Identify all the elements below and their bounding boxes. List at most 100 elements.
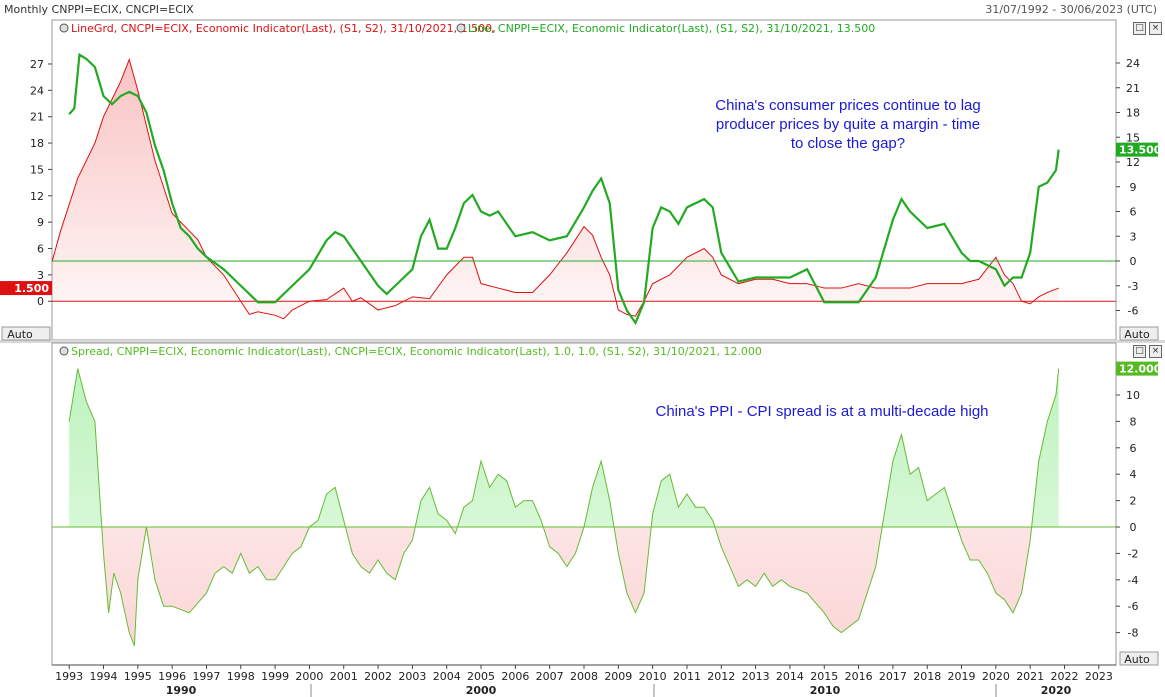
- legend-ppi: Line, CNPPI=ECIX, Economic Indicator(Las…: [468, 22, 875, 35]
- x-tick-label: 2016: [845, 670, 873, 683]
- x-tick-label: 2018: [913, 670, 941, 683]
- spread-tick-label: 2: [1130, 495, 1137, 508]
- decade-label: 2010: [810, 684, 841, 697]
- right-tick-label: 12: [1126, 156, 1140, 169]
- spread-tick-label: 4: [1130, 468, 1137, 481]
- decade-label: 2000: [466, 684, 497, 697]
- left-tick-label: 27: [30, 58, 44, 71]
- auto-bottom-box: [1119, 651, 1159, 666]
- minimize-bottom-button[interactable]: □: [1133, 345, 1146, 358]
- x-tick-label: 2004: [433, 670, 461, 683]
- ppi-line: [68, 52, 1060, 326]
- x-tick-label: 2013: [742, 670, 770, 683]
- legend-cpi-icon: [59, 23, 69, 33]
- x-tick-label: 1994: [89, 670, 117, 683]
- auto-top-right-label: Auto: [1124, 328, 1150, 341]
- x-tick-label: 1999: [261, 670, 289, 683]
- right-tick-label: 21: [1126, 82, 1140, 95]
- x-tick-label: 2015: [810, 670, 838, 683]
- date-range: 31/07/1992 - 30/06/2023 (UTC): [985, 3, 1157, 16]
- left-tick-label: 12: [30, 190, 44, 203]
- left-tick-label: 3: [37, 269, 44, 282]
- x-tick-label: 2022: [1051, 670, 1079, 683]
- x-tick-label: 1996: [158, 670, 186, 683]
- right-tick-label: 9: [1130, 181, 1137, 194]
- x-tick-label: 2005: [467, 670, 495, 683]
- right-tick-label: 0: [1130, 255, 1137, 268]
- x-tick-label: 2012: [707, 670, 735, 683]
- auto-top-label: Auto: [7, 328, 33, 341]
- annotation-top-line: to close the gap?: [791, 135, 905, 152]
- spread-last-badge: [1116, 361, 1158, 376]
- spread-tick-label: 10: [1126, 389, 1140, 402]
- x-tick-label: 2007: [536, 670, 564, 683]
- x-tick-label: 2011: [673, 670, 701, 683]
- x-tick-label: 1993: [55, 670, 83, 683]
- right-tick-label: 24: [1126, 57, 1140, 70]
- cpi-last-value: 1.500: [14, 282, 49, 295]
- chart-header: Monthly CNPPI=ECIX, CNCPI=ECIX 31/07/199…: [0, 0, 1165, 18]
- panel-splitter: [0, 340, 1165, 343]
- x-tick-label: 2020: [982, 670, 1010, 683]
- right-tick-label: 15: [1126, 131, 1140, 144]
- spread-tick-label: 0: [1130, 521, 1137, 534]
- x-tick-label: 2010: [639, 670, 667, 683]
- cpi-area: [52, 59, 1059, 319]
- x-tick-label: 2019: [948, 670, 976, 683]
- left-tick-label: 15: [30, 163, 44, 176]
- x-tick-label: 2008: [570, 670, 598, 683]
- decade-label: 1990: [166, 684, 197, 697]
- spread-tick-label: -2: [1128, 547, 1139, 560]
- right-tick-label: 6: [1130, 206, 1137, 219]
- x-tick-label: 2002: [364, 670, 392, 683]
- x-tick-label: 2009: [604, 670, 632, 683]
- close-top-button[interactable]: ×: [1149, 22, 1162, 35]
- chart-title: Monthly CNPPI=ECIX, CNCPI=ECIX: [4, 3, 194, 16]
- left-tick-label: 18: [30, 137, 44, 150]
- spread-tick-label: -4: [1128, 574, 1139, 587]
- x-tick-label: 1995: [124, 670, 152, 683]
- spread-last-value: 12.000: [1119, 363, 1162, 376]
- left-tick-label: 24: [30, 84, 44, 97]
- spread-tick-label: 6: [1130, 442, 1137, 455]
- spread-line: [68, 368, 1060, 646]
- auto-bottom-label: Auto: [1124, 653, 1150, 666]
- left-tick-label: 0: [37, 295, 44, 308]
- left-tick-label: 6: [37, 243, 44, 256]
- x-tick-label: 2023: [1085, 670, 1113, 683]
- close-bottom-button[interactable]: ×: [1149, 345, 1162, 358]
- left-tick-label: 21: [30, 111, 44, 124]
- x-tick-label: 2003: [398, 670, 426, 683]
- right-tick-label: 3: [1130, 230, 1137, 243]
- x-tick-label: 2017: [879, 670, 907, 683]
- cpi-line: [51, 57, 1059, 320]
- auto-top-right-box: [1119, 326, 1159, 341]
- x-tick-label: 1998: [227, 670, 255, 683]
- right-tick-label: -3: [1128, 280, 1139, 293]
- spread-tick-label: 8: [1130, 415, 1137, 428]
- annotation-bottom: China's PPI - CPI spread is at a multi-d…: [655, 403, 988, 420]
- decade-label: 2020: [1041, 684, 1072, 697]
- auto-top-box: [1, 326, 51, 341]
- ppi-last-badge: [1116, 142, 1158, 157]
- left-tick-label: 9: [37, 216, 44, 229]
- x-tick-label: 2001: [330, 670, 358, 683]
- x-tick-label: 2006: [501, 670, 529, 683]
- annotation-top-line: China's consumer prices continue to lag: [715, 97, 981, 114]
- spread-tick-label: -6: [1128, 600, 1139, 613]
- right-tick-label: 18: [1126, 107, 1140, 120]
- x-tick-label: 1997: [192, 670, 220, 683]
- right-tick-label: -6: [1128, 305, 1139, 318]
- spread-negative-area: [69, 527, 1059, 646]
- x-tick-label: 2000: [295, 670, 323, 683]
- annotation-top-line: producer prices by quite a margin - time: [716, 116, 980, 133]
- legend-spread-icon: [59, 346, 69, 356]
- cpi-last-badge: [0, 281, 52, 296]
- x-tick-label: 2014: [776, 670, 804, 683]
- legend-spread: Spread, CNPPI=ECIX, Economic Indicator(L…: [71, 345, 762, 358]
- legend-cpi: LineGrd, CNCPI=ECIX, Economic Indicator(…: [71, 22, 496, 35]
- panel-bottom-frame: [51, 342, 1117, 666]
- x-tick-label: 2021: [1016, 670, 1044, 683]
- minimize-top-button[interactable]: □: [1133, 22, 1146, 35]
